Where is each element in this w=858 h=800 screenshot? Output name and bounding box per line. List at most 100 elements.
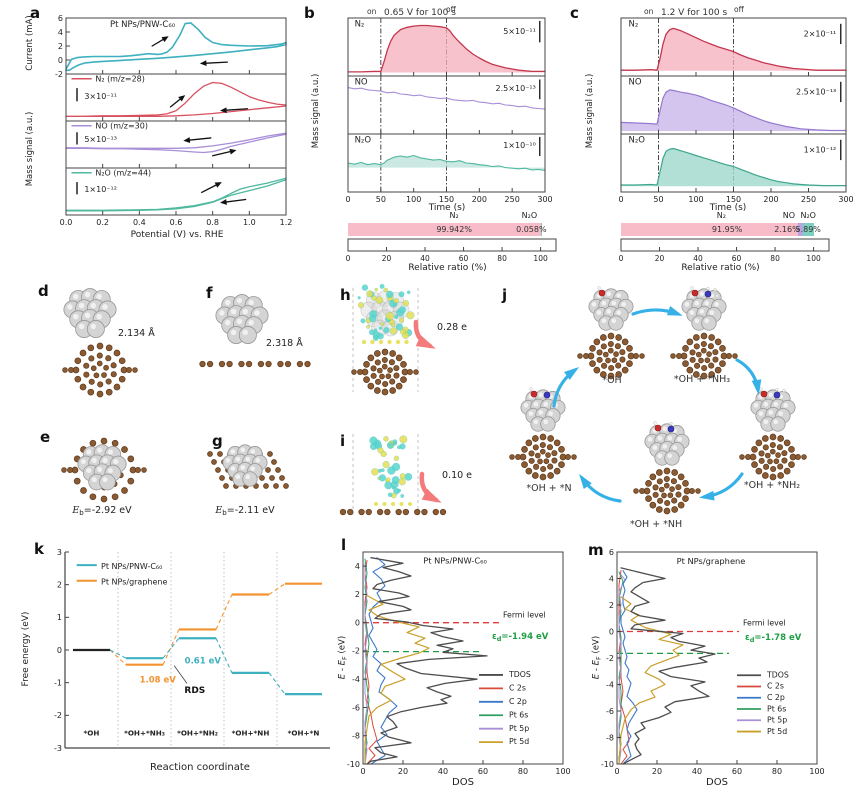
- ratio-segment: [798, 223, 803, 236]
- svg-text:*OH: *OH: [84, 729, 100, 738]
- dos-axis-label-m: DOS: [706, 777, 728, 788]
- reaction-coordinate-label: Reaction coordinate: [150, 762, 250, 773]
- ratio-axis-label-b: Relative ratio (%): [408, 263, 487, 273]
- panel-letter-e: e: [40, 428, 51, 446]
- ratio-species-label: N₂: [716, 211, 726, 220]
- pt-on-c60-side-structure: [62, 288, 138, 398]
- svg-text:N₂O (m/z=44): N₂O (m/z=44): [95, 169, 151, 178]
- svg-text:2: 2: [355, 590, 360, 599]
- ratio-header-b: N₂ N₂O: [348, 211, 541, 222]
- svg-text:-8: -8: [352, 732, 360, 741]
- svg-text:0.6: 0.6: [170, 218, 183, 227]
- panel-letter-b: b: [304, 4, 315, 22]
- svg-text:C 2s: C 2s: [509, 684, 526, 693]
- ratio-segment: [348, 223, 541, 236]
- svg-text:6: 6: [609, 548, 614, 557]
- svg-text:100: 100: [688, 195, 703, 204]
- svg-text:-2: -2: [606, 654, 614, 663]
- ratio-bar-b: 99.942% 0.058%: [348, 223, 547, 236]
- charge-transfer-label-h: 0.28 e: [437, 322, 468, 333]
- svg-text:2×10⁻¹¹: 2×10⁻¹¹: [804, 30, 837, 39]
- svg-text:Pt NPs/PNW-C₆₀: Pt NPs/PNW-C₆₀: [101, 562, 162, 571]
- svg-text:Fermi level: Fermi level: [743, 619, 786, 628]
- svg-text:0: 0: [355, 618, 360, 627]
- svg-text:40: 40: [420, 254, 430, 263]
- no-transient-chart-b: NO 2.5×10⁻¹³: [347, 75, 546, 135]
- n2o-ms-cv-chart: 0.0 0.2 0.4 0.6 0.8 1.0 1.2 N₂O (m/z=44) 1×10⁻¹²: [60, 167, 292, 227]
- cycle-state-nh-label: *OH + *NH: [629, 519, 683, 530]
- svg-text:1.2: 1.2: [280, 218, 293, 227]
- ratio-header-c: N₂ NO N₂O: [621, 211, 816, 222]
- svg-text:80: 80: [518, 767, 528, 776]
- svg-text:0: 0: [614, 767, 619, 776]
- potential-axis-label: Potential (V) vs. RHE: [130, 230, 224, 240]
- svg-text:N₂O: N₂O: [355, 136, 372, 146]
- n2-ms-cv-chart: N₂ (m/z=28) 3×10⁻¹¹: [65, 73, 287, 122]
- svg-text:Pt 6s: Pt 6s: [509, 710, 528, 719]
- svg-text:80: 80: [497, 254, 507, 263]
- svg-text:-8: -8: [606, 733, 614, 742]
- binding-energy-label-e: Eb=-2.92 eV: [52, 505, 152, 517]
- svg-text:150: 150: [726, 195, 741, 204]
- e-ef-pre: E - E: [591, 659, 602, 680]
- svg-text:100: 100: [555, 767, 570, 776]
- svg-text:-1: -1: [54, 678, 62, 687]
- svg-text:60: 60: [459, 254, 469, 263]
- svg-text:TDOS: TDOS: [508, 670, 531, 679]
- svg-text:RDS: RDS: [184, 686, 205, 696]
- svg-text:6: 6: [58, 14, 63, 23]
- free-energy-axis-label: Free energy (eV): [21, 611, 31, 687]
- e-ef-post: (eV): [337, 635, 348, 657]
- panel-letter-l: l: [341, 536, 347, 554]
- svg-text:1.0: 1.0: [243, 218, 256, 227]
- svg-text:250: 250: [505, 195, 520, 204]
- svg-text:TDOS: TDOS: [766, 670, 789, 679]
- svg-text:0.8: 0.8: [206, 218, 219, 227]
- epsilon-subscript: d: [496, 635, 502, 643]
- svg-text:Pt 6s: Pt 6s: [767, 704, 786, 713]
- epsilon-symbol: ε: [745, 633, 750, 643]
- charge-transfer-label-i: 0.10 e: [442, 470, 473, 481]
- ratio-axis-b: 0 20 40 60 80 100: [346, 238, 557, 263]
- svg-text:2: 2: [58, 42, 63, 51]
- svg-text:Pt 5p: Pt 5p: [767, 716, 787, 725]
- panel-letter-a: a: [30, 4, 41, 22]
- svg-text:N₂: N₂: [355, 20, 365, 30]
- mass-signal-axis-label-a: Mass signal (a.u.): [25, 111, 35, 187]
- panel-letter-c: c: [570, 4, 579, 22]
- eb-value: =-2.11 eV: [226, 505, 275, 516]
- ratio-segment: [802, 223, 814, 236]
- svg-text:3×10⁻¹¹: 3×10⁻¹¹: [84, 92, 117, 101]
- eb-subscript: b: [79, 509, 84, 517]
- svg-text:0.4: 0.4: [133, 218, 146, 227]
- cycle-state-oh-label: *OH: [602, 375, 622, 386]
- svg-text:4: 4: [609, 574, 614, 583]
- svg-text:NO (m/z=30): NO (m/z=30): [95, 122, 148, 131]
- svg-text:20: 20: [652, 767, 662, 776]
- mass-signal-axis-label-c: Mass signal (a.u.): [585, 73, 595, 149]
- svg-text:2.5×10⁻¹³: 2.5×10⁻¹³: [496, 84, 536, 93]
- eb-subscript: b: [222, 509, 227, 517]
- ratio-percent-label: 0.058%: [516, 225, 547, 234]
- panel-letter-k: k: [34, 540, 44, 558]
- pulse-on-label-b: on: [367, 7, 377, 16]
- cycle-state-nh3-label: *OH + *NH₃: [673, 374, 731, 385]
- panel-letter-j: j: [502, 286, 508, 304]
- n2o-transient-chart-b: 0 50 100 150 200 250 300 N₂O 1×10⁻¹⁰: [345, 133, 553, 204]
- e-ef-post: (eV): [591, 635, 602, 657]
- svg-text:C 2s: C 2s: [767, 682, 784, 691]
- charge-density-graphene-structure: [339, 434, 447, 518]
- current-axis-label: Current (mA): [25, 15, 35, 71]
- n2-transient-chart-b: N₂ 5×10⁻¹¹: [347, 17, 546, 77]
- svg-text:Pt NPs/graphene: Pt NPs/graphene: [101, 578, 167, 587]
- panel-letter-h: h: [340, 286, 351, 304]
- svg-text:80: 80: [770, 254, 780, 263]
- svg-text:2: 2: [609, 601, 614, 610]
- panel-letter-d: d: [38, 282, 49, 300]
- ratio-species-label: N₂O: [800, 211, 816, 220]
- svg-text:80: 80: [772, 767, 782, 776]
- svg-text:100: 100: [406, 195, 421, 204]
- svg-text:0: 0: [345, 195, 350, 204]
- svg-text:-6: -6: [606, 707, 614, 716]
